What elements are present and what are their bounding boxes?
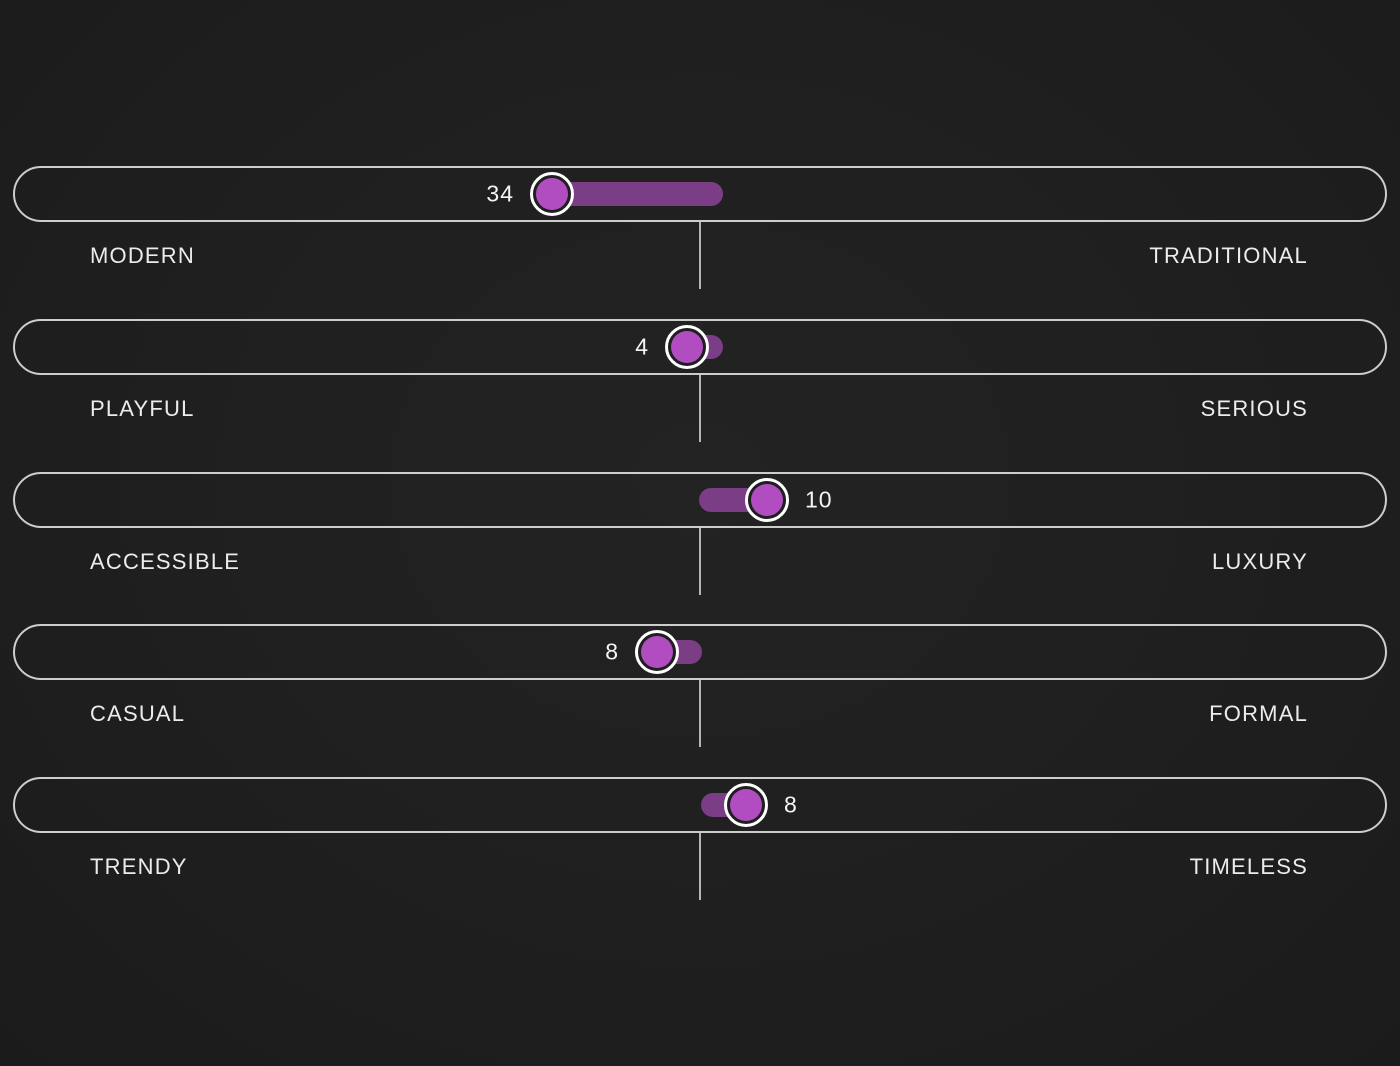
right-pole-label: TRADITIONAL <box>1149 243 1308 268</box>
left-pole-label: TRENDY <box>90 854 188 879</box>
slider-handle-dot <box>730 789 762 821</box>
center-tick <box>699 528 701 595</box>
slider-handle[interactable] <box>530 172 574 216</box>
left-pole-label: MODERN <box>90 243 195 268</box>
slider-track[interactable]: 10 <box>13 472 1387 528</box>
slider-row-accessible-luxury: 10 ACCESSIBLE LUXURY <box>13 472 1387 607</box>
slider-value: 8 <box>605 638 619 665</box>
slider-handle[interactable] <box>665 325 709 369</box>
slider-handle-dot <box>536 178 568 210</box>
slider-handle-dot <box>671 331 703 363</box>
center-tick <box>699 680 701 747</box>
right-pole-label: TIMELESS <box>1189 854 1308 879</box>
center-tick <box>699 833 701 900</box>
slider-value: 10 <box>805 486 833 513</box>
slider-handle[interactable] <box>745 478 789 522</box>
slider-row-modern-traditional: 34 MODERN TRADITIONAL <box>13 166 1387 301</box>
slider-track[interactable]: 34 <box>13 166 1387 222</box>
left-pole-label: ACCESSIBLE <box>90 549 241 574</box>
slider-handle[interactable] <box>635 630 679 674</box>
slider-row-trendy-timeless: 8 TRENDY TIMELESS <box>13 777 1387 912</box>
right-pole-label: SERIOUS <box>1200 396 1308 421</box>
left-pole-label: PLAYFUL <box>90 396 195 421</box>
right-pole-label: LUXURY <box>1211 549 1308 574</box>
right-pole-label: FORMAL <box>1209 701 1308 726</box>
slider-value: 34 <box>486 180 514 207</box>
slider-value: 4 <box>635 333 649 360</box>
slider-handle-dot <box>641 636 673 668</box>
center-tick <box>699 375 701 442</box>
slider-handle[interactable] <box>724 783 768 827</box>
slider-handle-dot <box>751 484 783 516</box>
slider-track[interactable]: 8 <box>13 624 1387 680</box>
left-pole-label: CASUAL <box>90 701 186 726</box>
slider-value: 8 <box>784 791 798 818</box>
center-tick <box>699 222 701 289</box>
slider-row-casual-formal: 8 CASUAL FORMAL <box>13 624 1387 759</box>
slider-track[interactable]: 4 <box>13 319 1387 375</box>
slider-row-playful-serious: 4 PLAYFUL SERIOUS <box>13 319 1387 454</box>
slider-track[interactable]: 8 <box>13 777 1387 833</box>
